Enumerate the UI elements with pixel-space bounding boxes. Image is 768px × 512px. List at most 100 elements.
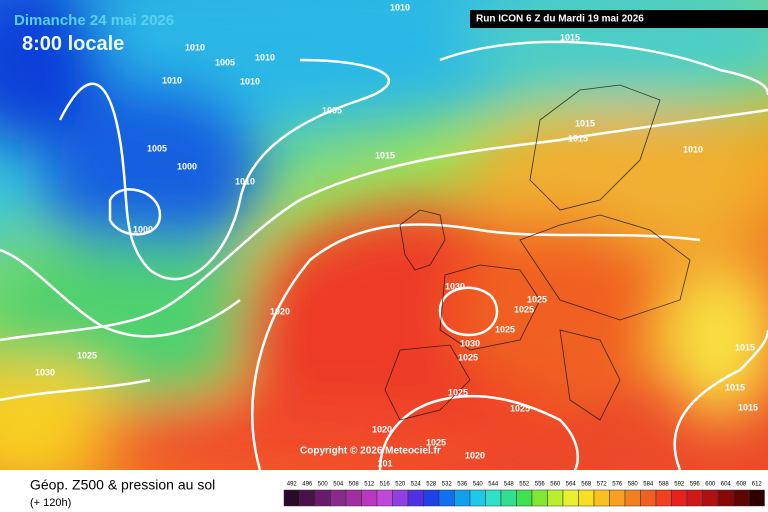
isobar-label: 1015 <box>725 382 745 392</box>
isobar-label: 1025 <box>514 304 534 314</box>
isobar-label: 1015 <box>575 118 595 128</box>
legend-label: 568 <box>581 482 592 488</box>
legend-swatch <box>609 489 626 507</box>
legend-swatch <box>702 489 719 507</box>
legend-swatch <box>469 489 486 507</box>
legend-swatch <box>299 489 316 507</box>
legend-label: 552 <box>519 482 530 488</box>
legend-label: 520 <box>395 482 406 488</box>
legend-swatch <box>438 489 455 507</box>
legend-swatch <box>748 489 765 507</box>
legend-label: 500 <box>318 482 329 488</box>
legend-label: 504 <box>333 482 344 488</box>
isobar-label: 1010 <box>255 52 275 62</box>
legend-swatch <box>345 489 362 507</box>
isobar-label: 1005 <box>322 105 342 115</box>
isobar-label: 1010 <box>162 75 182 85</box>
isobar-label: 1025 <box>495 324 515 334</box>
isobar-label: 101 <box>377 458 392 468</box>
footer-title: Géop. Z500 & pression au sol <box>30 477 215 493</box>
legend-swatch <box>578 489 595 507</box>
legend-label: 608 <box>736 482 747 488</box>
isobar-label: 1025 <box>77 350 97 360</box>
legend-swatch <box>671 489 688 507</box>
isobar-label: 1030 <box>35 367 55 377</box>
legend-label: 536 <box>457 482 468 488</box>
isobar-label: 1030 <box>445 281 465 291</box>
isobar-label: 1015 <box>375 150 395 160</box>
legend-swatch <box>516 489 533 507</box>
isobar-label: 1025 <box>527 294 547 304</box>
legend-label: 544 <box>488 482 499 488</box>
legend-label: 596 <box>690 482 701 488</box>
legend-label: 612 <box>752 482 763 488</box>
isobar-label: 1025 <box>426 437 446 447</box>
legend-label: 516 <box>380 482 391 488</box>
legend-label: 496 <box>302 482 313 488</box>
footer-lead: (+ 120h) <box>30 497 71 509</box>
legend-label: 492 <box>287 482 298 488</box>
isobar-label: 1000 <box>133 224 153 234</box>
isobar-label: 1005 <box>215 57 235 67</box>
isobar-label: 1010 <box>235 176 255 186</box>
copyright: Copyright © 2026 Meteociel.fr <box>300 446 441 457</box>
isobar-label: 1015 <box>568 133 588 143</box>
legend-label: 508 <box>349 482 360 488</box>
isobar-label: 1015 <box>738 402 758 412</box>
legend-label: 548 <box>504 482 515 488</box>
run-info: Run ICON 6 Z du Mardi 19 mai 2026 <box>476 14 644 25</box>
legend-label: 540 <box>473 482 484 488</box>
isobar-label: 1025 <box>458 352 478 362</box>
legend-label: 532 <box>442 482 453 488</box>
legend-swatch <box>407 489 424 507</box>
legend-swatch <box>330 489 347 507</box>
legend-label: 592 <box>674 482 685 488</box>
legend-swatch <box>686 489 703 507</box>
legend-swatch <box>640 489 657 507</box>
legend-swatch <box>500 489 517 507</box>
isobar-label: 1010 <box>683 144 703 154</box>
isobar-label: 1010 <box>390 2 410 12</box>
legend-swatch <box>361 489 378 507</box>
isobar-label: 1010 <box>185 42 205 52</box>
isobar-label: 1010 <box>240 76 260 86</box>
legend-swatch <box>314 489 331 507</box>
legend-swatch <box>655 489 672 507</box>
legend-swatch <box>376 489 393 507</box>
run-banner <box>470 10 768 28</box>
legend-swatch <box>454 489 471 507</box>
legend-label: 528 <box>426 482 437 488</box>
color-legend: 492 496 500 504 508 512 516 520 524 528 532 536 540 5… <box>283 482 765 507</box>
forecast-date: Dimanche 24 mai 2026 <box>14 12 174 29</box>
isobar-label: 1030 <box>460 338 480 348</box>
legend-label: 584 <box>643 482 654 488</box>
legend-swatch <box>547 489 564 507</box>
map-field <box>0 0 768 480</box>
legend-swatch <box>593 489 610 507</box>
isobar-label: 1015 <box>735 342 755 352</box>
legend-swatch <box>624 489 641 507</box>
legend-swatch <box>562 489 579 507</box>
legend-label: 572 <box>597 482 608 488</box>
legend-swatch <box>717 489 734 507</box>
legend-swatch <box>423 489 440 507</box>
legend-swatch <box>531 489 548 507</box>
legend-label: 524 <box>411 482 422 488</box>
legend-label: 576 <box>612 482 623 488</box>
legend-label: 564 <box>566 482 577 488</box>
isobar-label: 1015 <box>560 32 580 42</box>
isobar-label: 1000 <box>177 161 197 171</box>
legend-swatch <box>283 489 300 507</box>
legend-label: 580 <box>628 482 639 488</box>
legend-label: 604 <box>721 482 732 488</box>
isobar-label: 1020 <box>372 424 392 434</box>
legend-label: 588 <box>659 482 670 488</box>
forecast-time: 8:00 locale <box>22 33 124 55</box>
isobar-label: 1020 <box>465 450 485 460</box>
isobar-label: 1025 <box>510 403 530 413</box>
isobar-label: 1025 <box>448 387 468 397</box>
legend-swatch <box>392 489 409 507</box>
legend-label: 560 <box>550 482 561 488</box>
isobar-labels: 1010 1015 1010 1005 1010 1010 1010 1005 1015 1015… <box>35 2 758 468</box>
legend-label: 556 <box>535 482 546 488</box>
